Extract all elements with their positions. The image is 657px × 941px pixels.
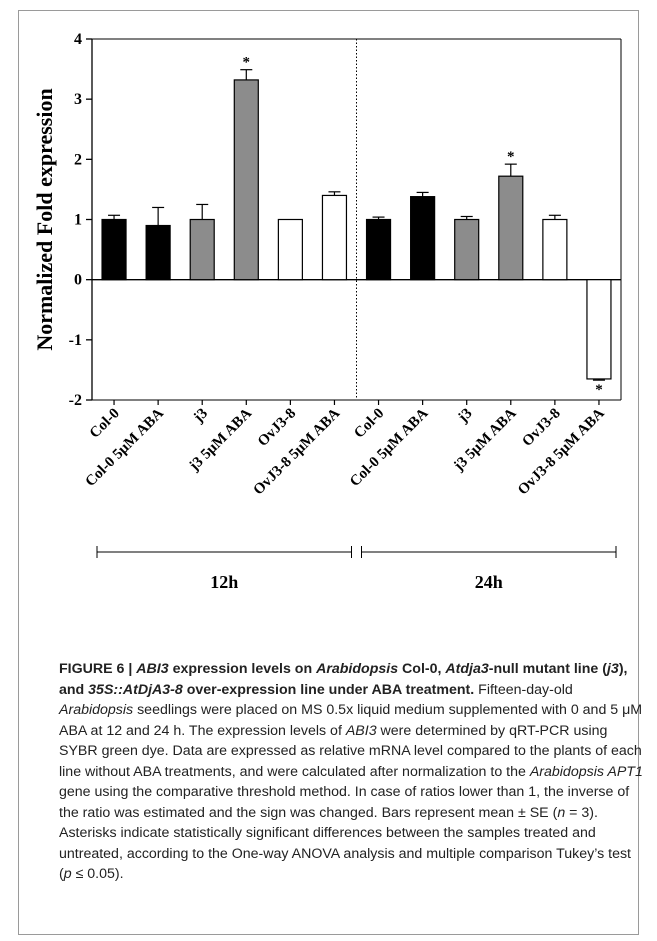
caption-body: = 3). Asterisks indicate statistically s…: [59, 804, 631, 883]
caption-body: Arabidopsis APT1: [529, 763, 643, 780]
caption-title-part: -null mutant line (: [488, 661, 607, 677]
y-tick-label: 4: [74, 31, 82, 48]
bar: [454, 218, 480, 281]
significance-star: *: [595, 382, 603, 398]
bar: [365, 218, 392, 281]
group-label: 24h: [475, 572, 503, 592]
bar: [277, 218, 303, 281]
bar-chart: 4 3 2 1 0 -1 -2 Normalized Fold expression Col-0…: [32, 31, 622, 592]
caption-title-part: expression levels on: [168, 661, 317, 677]
caption-body: gene using the comparative threshold met…: [59, 784, 630, 821]
x-tick-label: OvJ3-8: [255, 406, 299, 450]
bar: [189, 218, 215, 281]
caption-body: ≤ 0.05).: [71, 866, 124, 882]
y-tick-label: -2: [69, 392, 82, 409]
group-label: 12h: [210, 572, 238, 592]
bar: [410, 196, 436, 281]
y-tick-label: 1: [74, 212, 82, 229]
caption-title-part: j3: [606, 661, 619, 677]
bar: [542, 218, 568, 281]
caption-title-part: Col-0,: [398, 661, 446, 677]
figure-frame: 4 3 2 1 0 -1 -2 Normalized Fold expression Col-0…: [18, 10, 643, 935]
caption-body: ABI3: [345, 722, 377, 739]
caption-figure-label: FIGURE 6 |: [59, 661, 133, 677]
bar: [498, 175, 524, 281]
x-tick-label: Col-0: [87, 406, 123, 442]
caption-body: Fifteen-day-old: [474, 681, 573, 698]
x-tick-label: j3: [190, 406, 211, 427]
caption-title-part: 35S::AtDjA3-8: [88, 681, 183, 698]
y-tick-label: 2: [74, 151, 82, 168]
caption-body: n: [557, 804, 566, 821]
significance-star: *: [243, 55, 251, 71]
caption-title-gene: ABI3: [136, 661, 169, 677]
x-tick-label: OvJ3-8 5μM ABA: [251, 405, 344, 498]
bar: [586, 279, 612, 380]
x-tick-label: Col-0 5μM ABA: [82, 405, 167, 490]
bar: [101, 218, 127, 281]
x-tick-label: OvJ3-8: [519, 406, 563, 450]
x-tick-label: Col-0 5μM ABA: [347, 405, 432, 490]
bar: [321, 194, 348, 281]
x-tick-label: OvJ3-8 5μM ABA: [515, 405, 608, 498]
caption-body: seedlings were placed on MS 0.5x liquid …: [59, 702, 643, 739]
x-tick-label: Col-0: [351, 406, 387, 442]
y-tick-label: -1: [69, 332, 82, 349]
caption-title-part: Arabidopsis: [316, 661, 399, 677]
y-tick-label: 0: [74, 272, 82, 289]
figure-caption: FIGURE 6 | ABI3 expression levels on Ara…: [59, 659, 643, 885]
caption-title-part: Atdja3: [445, 661, 489, 677]
significance-star: *: [507, 149, 514, 165]
caption-title-part: over-expression line under ABA treatment…: [182, 681, 475, 698]
caption-body: p: [63, 866, 72, 882]
caption-body: were determined by qRT-PCR using SYBR gr…: [59, 722, 642, 780]
caption-title-part: ), and: [59, 661, 628, 698]
bar: [233, 79, 259, 281]
caption-body: Arabidopsis: [59, 702, 134, 718]
bar: [145, 224, 171, 281]
y-axis-label: Normalized Fold expression: [32, 88, 57, 350]
x-tick-label: j3: [455, 406, 476, 427]
y-tick-label: 3: [74, 91, 82, 108]
